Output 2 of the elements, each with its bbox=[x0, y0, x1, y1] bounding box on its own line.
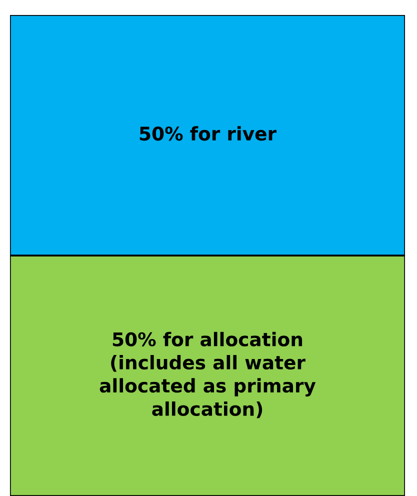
data-label: 50% for river bbox=[140, 126, 276, 141]
data-label: 50% for allocation (includes all water allocated as primary allocation) bbox=[100, 332, 316, 418]
